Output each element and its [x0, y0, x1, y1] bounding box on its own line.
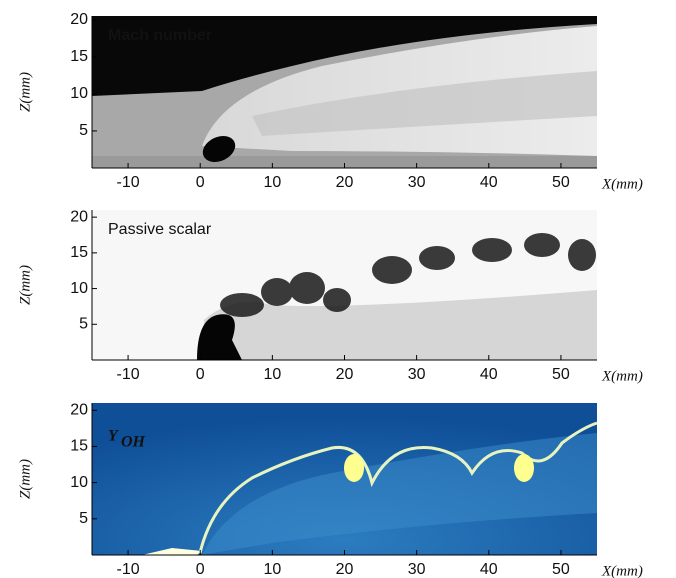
y-tick-label: 20 [70, 208, 88, 225]
y-tick-label: 10 [70, 280, 88, 297]
y-tick-label: 20 [70, 401, 88, 418]
x-axis-label: X(mm) [601, 368, 643, 384]
y-tick-label: 15 [70, 244, 88, 261]
y-axis-label: Z(mm) [17, 72, 33, 112]
x-tick-label: 20 [336, 366, 354, 383]
x-tick-label: 40 [480, 366, 498, 383]
panel-label: Passive scalar [108, 221, 212, 238]
panel-label-subscript: OH [121, 434, 146, 451]
y-axis-label: Z(mm) [17, 265, 33, 305]
y-tick-label: 5 [79, 316, 88, 333]
y-tick-label: 15 [70, 438, 88, 455]
x-tick-label: 40 [480, 174, 498, 191]
x-tick-label: 0 [196, 366, 205, 383]
x-tick-label: 50 [552, 366, 570, 383]
y-tick-label: 15 [70, 48, 88, 65]
x-tick-label: 10 [263, 366, 281, 383]
x-tick-label: 10 [263, 174, 281, 191]
scalar-field [92, 210, 597, 360]
x-tick-label: 10 [263, 561, 281, 578]
x-tick-label: 30 [408, 174, 426, 191]
x-tick-label: -10 [117, 366, 140, 383]
x-axis-label: X(mm) [601, 563, 643, 578]
x-tick-label: 20 [336, 561, 354, 578]
y-tick-label: 5 [79, 510, 88, 527]
x-tick-label: 0 [196, 561, 205, 578]
x-tick-label: 20 [336, 174, 354, 191]
x-tick-label: -10 [117, 174, 140, 191]
x-tick-label: 30 [408, 561, 426, 578]
panel-label: Y [108, 428, 119, 445]
x-tick-label: 0 [196, 174, 205, 191]
y-tick-label: 5 [79, 122, 88, 139]
y-tick-label: 20 [70, 11, 88, 28]
y-tick-label: 10 [70, 474, 88, 491]
x-tick-label: -10 [117, 561, 140, 578]
x-tick-label: 40 [480, 561, 498, 578]
x-axis-label: X(mm) [601, 176, 643, 192]
mach-field [92, 16, 597, 168]
oh-field [92, 403, 598, 555]
y-axis-label: Z(mm) [17, 459, 33, 499]
x-tick-label: 50 [552, 174, 570, 191]
x-tick-label: 30 [408, 366, 426, 383]
x-tick-label: 50 [552, 561, 570, 578]
y-tick-label: 10 [70, 85, 88, 102]
panel-label: Mach number [108, 27, 212, 44]
